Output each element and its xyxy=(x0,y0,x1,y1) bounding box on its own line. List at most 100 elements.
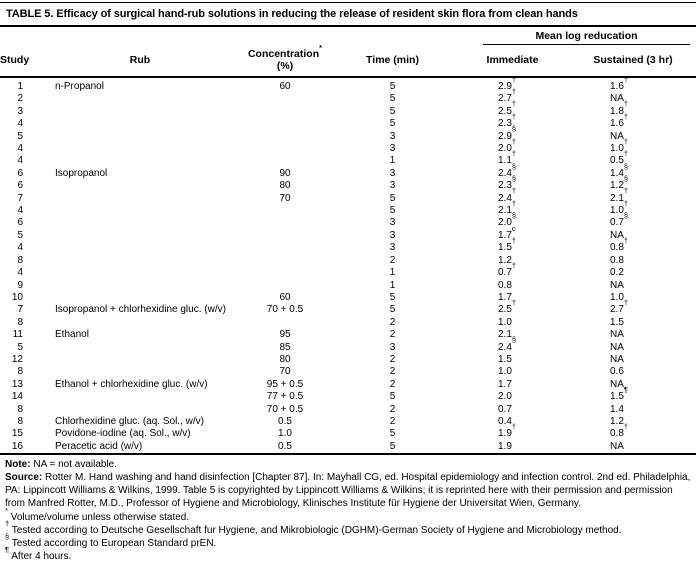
table-row: 15 Povidone-iodine (aq. Sol., w/v) 1.0 5 1.9… xyxy=(0,423,696,440)
time-cell: 5 xyxy=(389,81,396,92)
study-cell: 9 xyxy=(17,279,23,291)
table-row: 8 Chlorhexidine gluc. (aq. Sol., w/v) 0.5 2… xyxy=(0,416,696,428)
study-cell: 10 xyxy=(11,291,23,303)
footnote-marker: † xyxy=(623,198,629,208)
footnote-marker: † xyxy=(623,136,629,146)
sustained-cell: 1.6† xyxy=(610,111,629,130)
time-cell: 1 xyxy=(389,155,396,167)
table-row: 4 1 0.7† 0.2 xyxy=(0,262,696,279)
study-cell: 4 xyxy=(17,267,23,279)
concentration-cell: 0.5 xyxy=(278,415,292,427)
time-cell: 3 xyxy=(389,229,396,241)
sustained-cell: NA xyxy=(610,130,624,142)
column-header-concentration: Concentration* (%) xyxy=(240,42,330,78)
group-header-row: Mean log reducation xyxy=(0,28,696,45)
rub-cell: Povidone-iodine (aq. Sol., w/v) xyxy=(55,428,191,440)
rub-cell xyxy=(40,230,240,242)
footnote-line: † Tested according to Deutsche Gesellsch… xyxy=(5,520,694,537)
table-row: 12 80 2 1.5 NA xyxy=(0,354,696,366)
rub-cell xyxy=(40,143,240,155)
rub-cell xyxy=(40,366,240,378)
time-cell: 3 xyxy=(389,217,396,229)
study-cell: 16 xyxy=(11,440,23,452)
concentration-cell xyxy=(240,205,330,217)
sustained-cell: 0.7§ xyxy=(610,211,629,229)
concentration-cell xyxy=(240,93,330,105)
concentration-cell: 95 xyxy=(279,329,291,341)
study-cell: 12 xyxy=(11,353,23,365)
time-cell: 5 xyxy=(389,118,396,130)
immediate-cell: 1.5 xyxy=(498,353,512,365)
table-row: 2 5 2.7† NA xyxy=(0,88,696,105)
footnote-marker: † xyxy=(511,149,517,159)
rub-cell xyxy=(40,118,240,130)
concentration-cell xyxy=(240,143,330,155)
sustained-cell: 1.5¶ xyxy=(610,384,628,403)
study-cell: 6 xyxy=(17,217,23,229)
immediate-cell: 1.0 xyxy=(498,366,512,378)
footnotes-block: * Volume/volume unless otherwise stated.… xyxy=(5,507,694,563)
study-cell: 8 xyxy=(17,254,23,266)
table-row: 7 70 5 2.4† 2.1† xyxy=(0,187,696,205)
time-cell: 1 xyxy=(389,279,396,291)
rub-cell xyxy=(40,267,240,279)
note-label: Note: xyxy=(5,459,31,471)
footnote-marker: † xyxy=(511,198,517,208)
footnote-marker: § xyxy=(511,173,517,183)
footnote-line: § Tested according to European Standard … xyxy=(5,533,694,550)
footnote-marker: § xyxy=(623,173,629,183)
table-row: 14 77 + 0.5 5 2.0 1.5¶ xyxy=(0,384,696,403)
concentration-cell: 60 xyxy=(279,81,291,92)
study-cell: 4 xyxy=(17,205,23,217)
column-header-rub: Rub xyxy=(40,45,240,78)
rub-cell xyxy=(40,155,240,167)
time-cell: 2 xyxy=(389,403,396,415)
table-header: Mean log reducation Study Rub Concentrat… xyxy=(0,28,696,78)
title-rule xyxy=(0,25,696,27)
table-row: 4 3 1.5† 0.8† xyxy=(0,237,696,254)
immediate-cell: 0.4 xyxy=(498,415,512,427)
column-header-row: Study Rub Concentration* (%) Time (min) … xyxy=(0,42,696,78)
concentration-unit-label: (%) xyxy=(276,60,294,72)
asterisk-marker: * xyxy=(319,42,323,52)
sustained-cell: NA xyxy=(610,378,624,390)
time-cell: 1 xyxy=(389,267,396,279)
time-cell: 2 xyxy=(389,329,396,341)
concentration-cell xyxy=(240,155,330,167)
time-cell: 5 xyxy=(389,192,396,204)
concentration-cell: 90 xyxy=(279,167,291,179)
sustained-cell: 1.6† xyxy=(610,74,629,92)
rub-cell xyxy=(40,342,240,354)
footnote-marker: † xyxy=(623,235,629,245)
study-cell: 13 xyxy=(11,378,23,390)
source-line: Source: Rotter M. Hand washing and hand … xyxy=(5,471,694,510)
table-row: 9 1 0.8 NA xyxy=(0,280,696,292)
table-row: 8 2 1.2 0.8 xyxy=(0,255,696,267)
concentration-label: Concentration xyxy=(247,48,320,60)
sustained-cell: 0.6 xyxy=(610,366,624,378)
sustained-cell: 1.0† xyxy=(610,136,629,155)
concentration-cell: 77 + 0.5 xyxy=(266,391,304,403)
group-header-mean-log-reduction: Mean log reducation xyxy=(483,30,690,45)
time-cell: 5 xyxy=(389,105,396,117)
rub-cell: Peracetic acid (w/v) xyxy=(55,440,143,452)
immediate-cell: 2.4§ xyxy=(498,161,517,179)
note-line: Note: NA = not available. xyxy=(5,458,694,471)
time-cell: 3 xyxy=(389,180,396,192)
table-row: 6 Isopropanol 90 3 2.4§ 1.4§ xyxy=(0,161,696,180)
rub-cell xyxy=(40,193,240,205)
column-header-time: Time (min) xyxy=(330,45,455,78)
table-row: 5 85 3 2.4§ NA xyxy=(0,336,696,354)
rub-cell: Isopropanol xyxy=(55,167,108,179)
table-footer: Note: NA = not available. Source: Rotter… xyxy=(5,458,694,563)
immediate-cell: 2.0 xyxy=(498,391,512,403)
sustained-cell: 1.0 xyxy=(610,291,624,303)
immediate-cell: 2.3† xyxy=(498,111,517,130)
sustained-cell: 0.2 xyxy=(610,267,624,279)
rub-cell: Chlorhexidine gluc. (aq. Sol., w/v) xyxy=(55,415,204,427)
sustained-cell: 1.8† xyxy=(610,99,629,117)
time-cell: 5 xyxy=(389,440,396,452)
footnote-marker: † xyxy=(511,87,517,97)
concentration-cell: 80 xyxy=(279,180,291,192)
column-header-immediate: Immediate xyxy=(455,45,570,78)
